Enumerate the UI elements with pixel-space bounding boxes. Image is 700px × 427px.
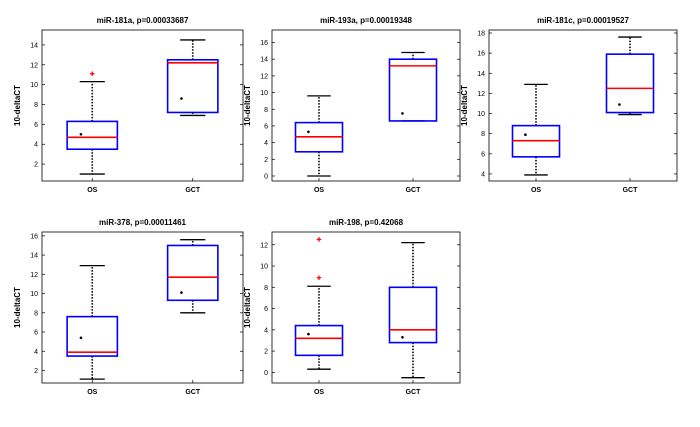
mean-marker — [401, 112, 404, 115]
mean-marker — [401, 335, 404, 339]
y-tick-label: 18 — [477, 31, 485, 38]
y-tick-label: 2 — [264, 157, 268, 164]
plot-frame — [271, 231, 461, 384]
mean-marker — [180, 291, 183, 294]
mean-marker — [79, 133, 83, 136]
boxplot-panel: miR-181a, p=0.00033687 10-deltaCT 2 4 6 8 10 12… — [13, 16, 244, 194]
y-tick-label: 8 — [481, 131, 485, 138]
y-tick-label: 4 — [34, 349, 38, 356]
y-tick-label: 12 — [30, 272, 38, 279]
y-tick-label: 4 — [264, 140, 268, 147]
x-tick-label: OS — [87, 187, 97, 194]
y-tick-label: 16 — [477, 51, 485, 58]
y-tick-label: 2 — [34, 162, 38, 169]
x-tick-label: GCT — [623, 187, 639, 194]
x-tick-label: OS — [314, 389, 324, 396]
y-tick-label: 8 — [264, 107, 268, 114]
y-tick-label: 14 — [477, 71, 485, 78]
y-tick-label: 12 — [260, 73, 268, 80]
y-tick-label: 4 — [481, 171, 485, 178]
y-axis-label: 10-deltaCT — [243, 287, 252, 328]
y-tick-label: 0 — [264, 370, 268, 377]
mean-marker — [618, 103, 621, 106]
panel-title: miR-198, p=0.42068 — [329, 218, 404, 227]
y-tick-label: 10 — [260, 90, 268, 97]
y-axis-label: 10-deltaCT — [243, 85, 252, 126]
iqr-box — [388, 286, 438, 344]
mean-marker — [307, 130, 310, 134]
y-tick-label: 14 — [260, 57, 268, 64]
y-tick-label: 2 — [264, 349, 268, 356]
y-tick-label: 14 — [30, 253, 38, 260]
mean-marker — [524, 133, 527, 136]
x-tick-label: GCT — [185, 187, 201, 194]
y-tick-label: 6 — [34, 330, 38, 337]
x-tick-label: OS — [87, 389, 97, 396]
y-tick-label: 6 — [34, 122, 38, 129]
y-tick-label: 10 — [30, 291, 38, 298]
y-tick-label: 10 — [30, 82, 38, 89]
mean-marker — [79, 336, 83, 340]
y-tick-label: 12 — [477, 91, 485, 98]
y-tick-label: 4 — [264, 327, 268, 334]
boxplot-panel: miR-198, p=0.42068 10-deltaCT 0 2 4 6 8 10 12 OS G… — [243, 218, 461, 396]
y-tick-label: 16 — [260, 40, 268, 47]
y-tick-label: 0 — [264, 173, 268, 180]
plot-frame — [41, 231, 244, 384]
x-tick-label: OS — [314, 187, 324, 194]
y-tick-label: 14 — [30, 42, 38, 49]
y-tick-label: 10 — [260, 264, 268, 271]
panel-title: miR-181a, p=0.00033687 — [97, 16, 189, 25]
boxplot-panel: miR-378, p=0.00011461 10-deltaCT 2 4 6 8 10 12 1… — [13, 218, 244, 396]
y-tick-label: 12 — [260, 242, 268, 249]
y-axis-label: 10-deltaCT — [460, 85, 469, 126]
plot-frame — [271, 29, 461, 182]
y-tick-label: 8 — [264, 285, 268, 292]
y-tick-label: 16 — [30, 233, 38, 240]
iqr-box — [166, 244, 219, 302]
mean-marker — [307, 332, 310, 336]
y-axis-label: 10-deltaCT — [13, 85, 22, 126]
y-tick-label: 6 — [264, 306, 268, 313]
panel-title: miR-378, p=0.00011461 — [99, 218, 187, 227]
y-tick-label: 10 — [477, 111, 485, 118]
plot-frame — [41, 29, 244, 182]
plot-frame — [488, 29, 678, 182]
x-tick-label: GCT — [406, 389, 422, 396]
boxplot-panel: miR-181c, p=0.00019527 10-deltaCT 4 6 8 10 12 1… — [460, 16, 678, 194]
y-tick-label: 12 — [30, 62, 38, 69]
y-tick-label: 8 — [34, 102, 38, 109]
y-tick-label: 8 — [34, 310, 38, 317]
y-tick-label: 6 — [481, 151, 485, 158]
mean-marker — [180, 97, 183, 100]
boxplot-panel: miR-193a, p=0.00019348 10-deltaCT 0 2 4 6 8 10 1… — [243, 16, 461, 194]
iqr-box — [166, 59, 219, 114]
y-tick-label: 6 — [264, 123, 268, 130]
iqr-box — [388, 58, 438, 122]
iqr-box — [66, 315, 119, 357]
y-tick-label: 2 — [34, 368, 38, 375]
x-tick-label: GCT — [185, 389, 201, 396]
panel-title: miR-193a, p=0.00019348 — [320, 16, 412, 25]
x-tick-label: OS — [531, 187, 541, 194]
iqr-box — [605, 53, 655, 114]
y-axis-label: 10-deltaCT — [13, 287, 22, 328]
iqr-box — [66, 120, 119, 151]
iqr-box — [294, 324, 344, 357]
x-tick-label: GCT — [406, 187, 422, 194]
panel-title: miR-181c, p=0.00019527 — [537, 16, 629, 25]
y-tick-label: 4 — [34, 142, 38, 149]
